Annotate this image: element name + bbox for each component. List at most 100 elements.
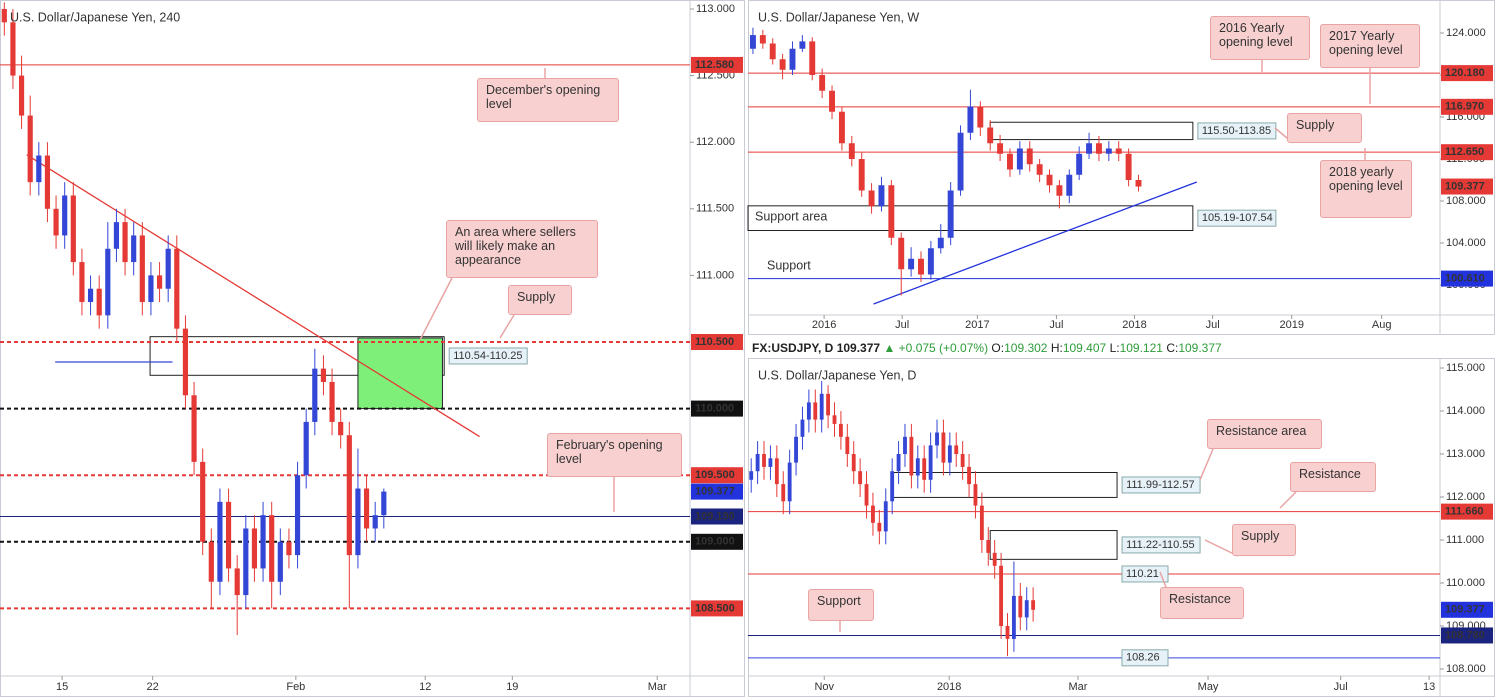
candle-body [27,115,33,183]
level-tag-label: 109.500 [695,469,735,481]
candle-body [794,436,798,463]
candle-body [260,515,266,569]
level-tag [691,600,743,617]
candle-body [903,436,907,455]
level-tag [691,400,743,417]
candle-body [62,195,68,236]
candle-body [960,454,965,467]
level-tag [1441,270,1493,287]
callout: An area where sellers will likely make a… [446,220,598,278]
candle-body [355,488,361,556]
x-tick-label: 13 [1423,681,1435,693]
candle-body [918,258,924,275]
candle-body [829,90,835,112]
candle-body [105,248,111,316]
candle-body [800,419,805,437]
x-tick-label: 2019 [1279,319,1303,331]
x-tick-label: Jul [895,319,909,331]
candle-body [749,471,754,480]
y-tick-label: 112.000 [1446,491,1485,503]
h-label: H: [1050,341,1063,355]
zone-label: 115.50-113.85 [1202,125,1271,137]
level-tag-label: 111.660 [1445,506,1484,518]
y-tick-label: 104.000 [1446,237,1486,249]
candle-body [96,288,102,316]
candle-body [1024,600,1029,618]
candle-body [1135,180,1142,187]
candle-body [243,528,249,596]
candle-body [986,540,991,553]
x-tick-label: 2016 [812,319,836,331]
level-tag-label: 108.780 [1445,629,1485,641]
candle-body [954,445,959,455]
candle-body [864,484,869,506]
candle-body [922,458,927,480]
level-tag [691,533,743,550]
x-tick-label: May [1198,681,1219,693]
candle-body [277,541,283,582]
x-tick-label: Aug [1372,319,1392,331]
candle-body [1036,164,1043,175]
level-tag-label: 109.377 [1445,180,1485,192]
level-tag-label: 109.377 [695,485,735,497]
candle-body [10,22,16,76]
level-inside-box [1121,649,1169,667]
candle-body [165,248,171,289]
callout: Supply [1232,524,1296,556]
callout: 2018 yearly opening level [1320,160,1412,218]
callout-pointer [1279,491,1297,509]
callout: 2017 Yearly opening level [1320,24,1420,68]
candle-body [947,190,954,238]
x-tick-label: Mar [1069,681,1088,693]
l-label: L: [1109,341,1120,355]
candle-body [1,8,7,23]
candle-body [888,185,895,238]
chart-title: U.S. Dollar/Japanese Yen, 240 [10,10,180,24]
candle-body [992,552,997,566]
y-tick-label: 110.000 [1446,577,1485,589]
callout-pointer [419,277,453,341]
y-tick-label: 113.000 [1446,448,1485,460]
zone-label: 110.54-110.25 [453,350,522,362]
candle-body [973,484,978,506]
level-inside-label: 110.21 [1126,568,1159,580]
candle-body [878,185,885,207]
candle-body [1031,600,1036,610]
candle-body [363,488,370,529]
candle-body [809,41,816,76]
zone-label: 111.99-112.57 [1126,479,1195,491]
callout: Support [808,589,874,621]
candle-body [1105,148,1112,154]
callout: 2016 Yearly opening level [1210,16,1310,60]
callout: Supply [508,285,572,315]
candle-body [838,111,845,144]
candle-body [947,445,952,463]
candle-body [1086,143,1093,154]
callout: Resistance [1160,587,1244,619]
candle-body [979,505,984,541]
candle-body [967,466,971,485]
candle-body [759,35,766,44]
candle-body [1125,153,1132,181]
symbol: FX:USDJPY, D [752,341,834,355]
candle-body [941,432,946,463]
candle-body [269,515,275,582]
candle-body [845,436,850,455]
candle-body [36,155,42,183]
candle-body [997,143,1004,154]
candle-body [806,402,811,420]
zone-label-box [1197,122,1277,140]
candle-body [908,258,915,270]
level-tag [1441,503,1493,520]
y-tick-label: 108.000 [1446,663,1486,675]
candle-body [877,522,882,532]
y-tick-label: 112.000 [696,136,735,148]
callout-pointer [499,314,515,339]
candle-body [858,471,863,485]
zone-label: 111.22-110.55 [1126,539,1195,551]
level-tag [691,467,743,484]
callout: Supply [1287,113,1362,143]
candle-body [87,288,94,303]
candle-body [779,59,786,70]
callout: Resistance [1290,462,1376,492]
